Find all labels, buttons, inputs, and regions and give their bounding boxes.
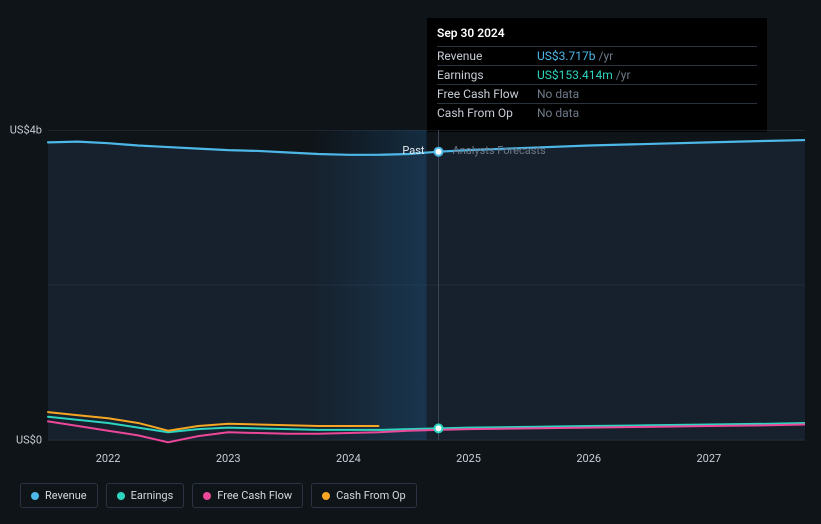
chart-area[interactable]: Past Analysts Forecasts US$4bUS$0 202220…	[20, 130, 805, 445]
tooltip-date: Sep 30 2024	[437, 26, 757, 40]
tooltip-row-value: US$153.414m	[537, 68, 613, 82]
x-axis-label: 2025	[456, 452, 481, 465]
tooltip-row-unit: /yr	[599, 49, 614, 63]
y-axis-label: US$0	[16, 434, 42, 447]
tooltip-row-label: Free Cash Flow	[437, 87, 537, 101]
legend-item-earnings[interactable]: Earnings	[106, 483, 185, 508]
region-label-past: Past	[402, 144, 424, 157]
x-axis-label: 2023	[216, 452, 241, 465]
x-axis-label: 2027	[696, 452, 721, 465]
tooltip-row-label: Earnings	[437, 68, 537, 82]
legend-label: Free Cash Flow	[217, 489, 292, 502]
tooltip-row: EarningsUS$153.414m/yr	[437, 65, 757, 84]
legend-swatch	[203, 492, 211, 500]
legend-label: Revenue	[45, 489, 87, 502]
tooltip-row: Cash From OpNo data	[437, 103, 757, 122]
legend-item-cfo[interactable]: Cash From Op	[311, 483, 417, 508]
y-axis-label: US$4b	[10, 124, 42, 137]
legend-item-revenue[interactable]: Revenue	[20, 483, 98, 508]
legend-swatch	[31, 492, 39, 500]
tooltip-row: RevenueUS$3.717b/yr	[437, 46, 757, 65]
tooltip-row: Free Cash FlowNo data	[437, 84, 757, 103]
legend-item-fcf[interactable]: Free Cash Flow	[192, 483, 303, 508]
tooltip-row-value: US$3.717b	[537, 49, 596, 63]
legend: Revenue Earnings Free Cash Flow Cash From O…	[20, 483, 417, 508]
legend-swatch	[117, 492, 125, 500]
x-axis-label: 2024	[336, 452, 361, 465]
x-axis-label: 2026	[576, 452, 601, 465]
legend-swatch	[322, 492, 330, 500]
chart-tooltip: Sep 30 2024 RevenueUS$3.717b/yrEarningsU…	[427, 18, 767, 132]
x-axis-label: 2022	[96, 452, 121, 465]
tooltip-row-value: No data	[537, 106, 579, 120]
tooltip-row-label: Cash From Op	[437, 106, 537, 120]
tooltip-row-value: No data	[537, 87, 579, 101]
tooltip-row-label: Revenue	[437, 49, 537, 63]
legend-label: Earnings	[131, 489, 174, 502]
region-label-forecast: Analysts Forecasts	[453, 144, 546, 157]
legend-label: Cash From Op	[336, 489, 406, 502]
tooltip-row-unit: /yr	[616, 68, 631, 82]
chart-svg	[20, 130, 805, 445]
